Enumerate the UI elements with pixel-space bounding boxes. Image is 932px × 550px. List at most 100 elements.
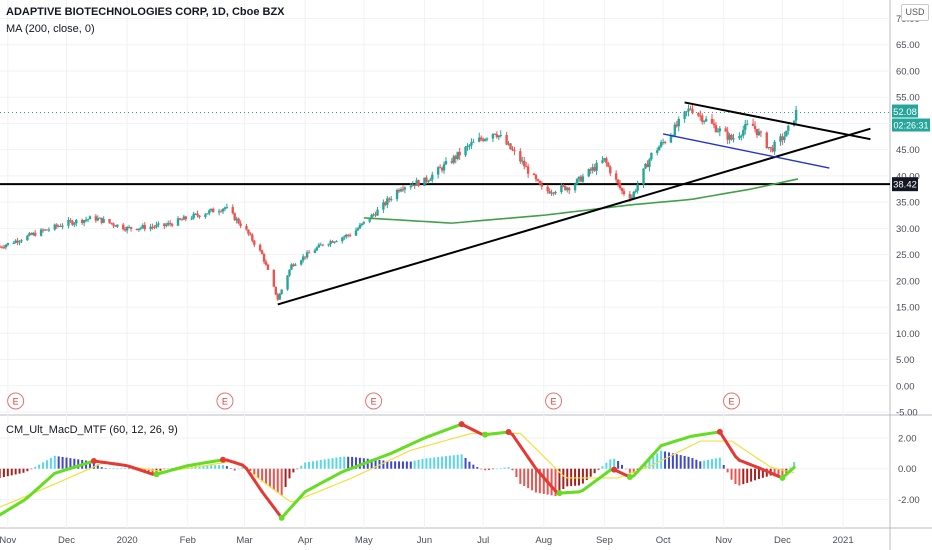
candle-body[interactable]	[526, 166, 530, 174]
candle-body[interactable]	[650, 152, 653, 160]
candle-body[interactable]	[663, 141, 667, 143]
candle-body[interactable]	[710, 118, 714, 124]
candle-body[interactable]	[245, 226, 248, 230]
candle-body[interactable]	[331, 241, 334, 243]
candle-body[interactable]	[472, 141, 475, 143]
candle-body[interactable]	[122, 224, 125, 230]
candle-body[interactable]	[45, 229, 49, 231]
candle-body[interactable]	[260, 250, 264, 255]
candle-body[interactable]	[685, 111, 688, 113]
candle-body[interactable]	[579, 176, 583, 182]
candle-body[interactable]	[137, 228, 141, 230]
candle-body[interactable]	[546, 186, 549, 192]
candle-body[interactable]	[454, 156, 457, 160]
candle-body[interactable]	[184, 216, 188, 220]
candle-body[interactable]	[125, 227, 129, 231]
candle-body[interactable]	[305, 252, 309, 258]
candle-body[interactable]	[123, 229, 127, 231]
candle-body[interactable]	[319, 244, 322, 246]
candle-body[interactable]	[14, 240, 17, 243]
candle-body[interactable]	[438, 167, 442, 169]
candle-body[interactable]	[771, 148, 774, 152]
candle-body[interactable]	[384, 202, 387, 205]
candle-body[interactable]	[622, 191, 626, 195]
candle-body[interactable]	[135, 228, 139, 230]
candle-body[interactable]	[521, 160, 524, 162]
candle-body[interactable]	[397, 189, 401, 192]
candle-body[interactable]	[362, 221, 366, 224]
candle-body[interactable]	[744, 124, 747, 130]
candle-body[interactable]	[497, 135, 500, 138]
candle-body[interactable]	[601, 160, 604, 163]
candle-body[interactable]	[358, 225, 362, 229]
candle-body[interactable]	[524, 166, 528, 168]
candle-body[interactable]	[677, 118, 680, 127]
candle-body[interactable]	[753, 125, 757, 130]
candle-body[interactable]	[127, 227, 131, 229]
candle-body[interactable]	[251, 234, 254, 241]
candle-body[interactable]	[458, 151, 461, 156]
candle-body[interactable]	[589, 169, 592, 171]
candle-body[interactable]	[568, 187, 571, 191]
candle-body[interactable]	[618, 183, 622, 189]
candle-body[interactable]	[129, 227, 133, 229]
candle-body[interactable]	[386, 198, 389, 205]
candle-body[interactable]	[620, 188, 624, 192]
candle-body[interactable]	[413, 184, 416, 186]
candle-body[interactable]	[354, 230, 358, 236]
candle-body[interactable]	[346, 234, 350, 236]
candle-body[interactable]	[415, 180, 418, 186]
candle-body[interactable]	[699, 115, 702, 117]
candle-body[interactable]	[675, 124, 678, 127]
candle-body[interactable]	[659, 142, 663, 147]
candle-body[interactable]	[757, 131, 761, 136]
candle-body[interactable]	[481, 139, 485, 141]
candle-body[interactable]	[395, 189, 399, 200]
candle-body[interactable]	[429, 179, 432, 181]
candle-body[interactable]	[436, 167, 440, 175]
candle-body[interactable]	[738, 136, 741, 139]
candle-body[interactable]	[88, 216, 92, 220]
candle-body[interactable]	[16, 240, 19, 243]
candle-body[interactable]	[69, 220, 72, 222]
candle-body[interactable]	[0, 246, 4, 248]
candle-body[interactable]	[0, 246, 2, 248]
candle-body[interactable]	[781, 136, 784, 141]
candle-body[interactable]	[247, 229, 250, 234]
candle-body[interactable]	[288, 269, 291, 276]
candle-body[interactable]	[787, 125, 790, 131]
candle-body[interactable]	[411, 184, 414, 187]
candle-body[interactable]	[683, 111, 686, 119]
candle-body[interactable]	[212, 208, 215, 213]
candle-body[interactable]	[180, 219, 184, 221]
candle-body[interactable]	[110, 222, 113, 224]
candle-body[interactable]	[769, 146, 772, 149]
candle-body[interactable]	[746, 123, 749, 125]
candle-body[interactable]	[687, 108, 690, 112]
candle-body[interactable]	[566, 187, 569, 191]
candle-body[interactable]	[673, 124, 677, 136]
candle-body[interactable]	[468, 145, 471, 147]
resistance-trendline[interactable]	[684, 101, 871, 141]
candle-body[interactable]	[724, 128, 727, 132]
candle-body[interactable]	[100, 217, 103, 223]
candle-body[interactable]	[274, 286, 278, 295]
candle-body[interactable]	[513, 150, 516, 152]
candle-body[interactable]	[581, 176, 585, 182]
candle-body[interactable]	[511, 149, 514, 151]
channel-trendline[interactable]	[662, 133, 830, 169]
candle-body[interactable]	[55, 224, 58, 227]
candle-body[interactable]	[141, 225, 144, 228]
earnings-marker[interactable]	[365, 392, 383, 410]
candle-body[interactable]	[636, 184, 639, 191]
candle-body[interactable]	[98, 217, 101, 219]
candle-body[interactable]	[634, 190, 637, 192]
candle-body[interactable]	[41, 229, 45, 231]
candle-body[interactable]	[157, 223, 160, 225]
candle-body[interactable]	[210, 208, 213, 211]
candle-body[interactable]	[507, 143, 510, 145]
candle-body[interactable]	[783, 136, 786, 141]
candle-body[interactable]	[249, 233, 252, 235]
candle-body[interactable]	[143, 225, 146, 230]
candle-body[interactable]	[290, 264, 293, 270]
